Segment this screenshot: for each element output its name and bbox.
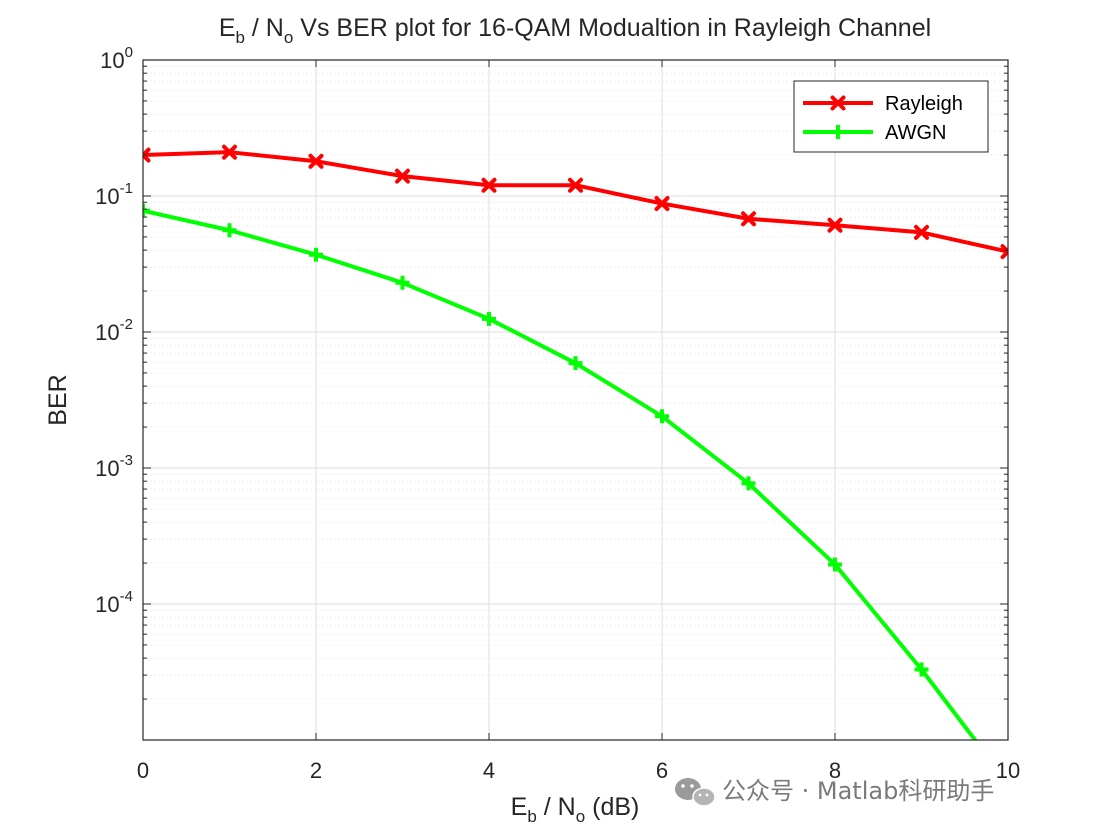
- series-layer: [143, 144, 1008, 740]
- x-axis-label: Eb / No (dB): [511, 793, 640, 826]
- ticks: 0 2 4 6 8 10 100 10-1 10-2 10-3 10-4: [95, 44, 1020, 783]
- data-point-rayleigh: [568, 177, 583, 193]
- data-point-awgn: [222, 223, 237, 238]
- xlabel-part: b: [527, 807, 536, 826]
- data-point-awgn: [828, 557, 842, 572]
- legend-marker-glyph: [830, 95, 846, 111]
- wechat-icon: [675, 778, 716, 807]
- x-tick-label: 6: [656, 758, 668, 783]
- data-point-rayleigh: [1000, 244, 1008, 260]
- y-tick-label: 10-2: [95, 316, 133, 345]
- y-axis-label: BER: [44, 374, 72, 425]
- data-point-rayleigh: [143, 147, 151, 163]
- data-point-awgn: [741, 476, 756, 491]
- title-part: Vs BER plot for 16-QAM Modualtion in Ray…: [293, 14, 931, 42]
- legend: Rayleigh AWGN: [793, 80, 989, 153]
- data-point-awgn: [482, 311, 496, 326]
- x-tick-label: 10: [996, 758, 1020, 783]
- legend-label-rayleigh: Rayleigh: [885, 93, 963, 115]
- data-point-rayleigh: [222, 144, 237, 160]
- legend-box: [793, 80, 989, 153]
- data-point-awgn: [568, 356, 583, 371]
- svg-text:Eb / No Vs BER plot for 16-QAM: Eb / No Vs BER plot for 16-QAM Modualtio…: [219, 14, 931, 47]
- data-point-awgn: [143, 203, 150, 218]
- watermark: 公众号 · Matlab科研助手: [675, 777, 994, 807]
- xlabel-part: E: [511, 793, 528, 821]
- data-point-rayleigh: [654, 196, 670, 212]
- data-point-rayleigh: [741, 211, 756, 227]
- y-tick-label: 100: [100, 44, 133, 73]
- chart-title: Eb / No Vs BER plot for 16-QAM Modualtio…: [219, 14, 931, 47]
- title-part: o: [284, 28, 293, 47]
- watermark-text: 公众号 · Matlab科研助手: [722, 777, 994, 805]
- y-tick-label: 10-4: [95, 588, 133, 617]
- data-point-awgn: [914, 662, 929, 677]
- xlabel-part: (dB): [585, 793, 639, 821]
- x-tick-label: 8: [829, 758, 841, 783]
- legend-marker-awgn: [831, 125, 845, 139]
- data-point-awgn: [309, 247, 323, 262]
- data-point-rayleigh: [395, 168, 410, 184]
- data-point-rayleigh: [827, 217, 843, 233]
- legend-marker-glyph: [831, 125, 845, 139]
- plot-frame: [142, 59, 1009, 741]
- x-tick-label: 4: [483, 758, 495, 783]
- svg-text:Eb / No (dB): Eb / No (dB): [511, 793, 640, 826]
- x-tick-label: 0: [137, 758, 149, 783]
- xlabel-part: / N: [537, 793, 576, 821]
- data-point-awgn: [655, 409, 669, 424]
- data-point-rayleigh: [308, 153, 324, 169]
- x-tick-label: 2: [310, 758, 322, 783]
- data-point-rayleigh: [914, 224, 929, 240]
- data-point-rayleigh: [481, 177, 497, 193]
- plot-background: [143, 60, 1008, 740]
- legend-label-awgn: AWGN: [885, 122, 946, 144]
- xlabel-part: o: [576, 807, 585, 826]
- title-part: / N: [245, 14, 284, 42]
- legend-marker-rayleigh: [830, 95, 846, 111]
- data-point-awgn: [395, 275, 410, 290]
- y-tick-label: 10-3: [95, 452, 133, 481]
- title-part: E: [219, 14, 236, 42]
- y-tick-label: 10-1: [95, 180, 133, 209]
- title-part: b: [236, 28, 245, 47]
